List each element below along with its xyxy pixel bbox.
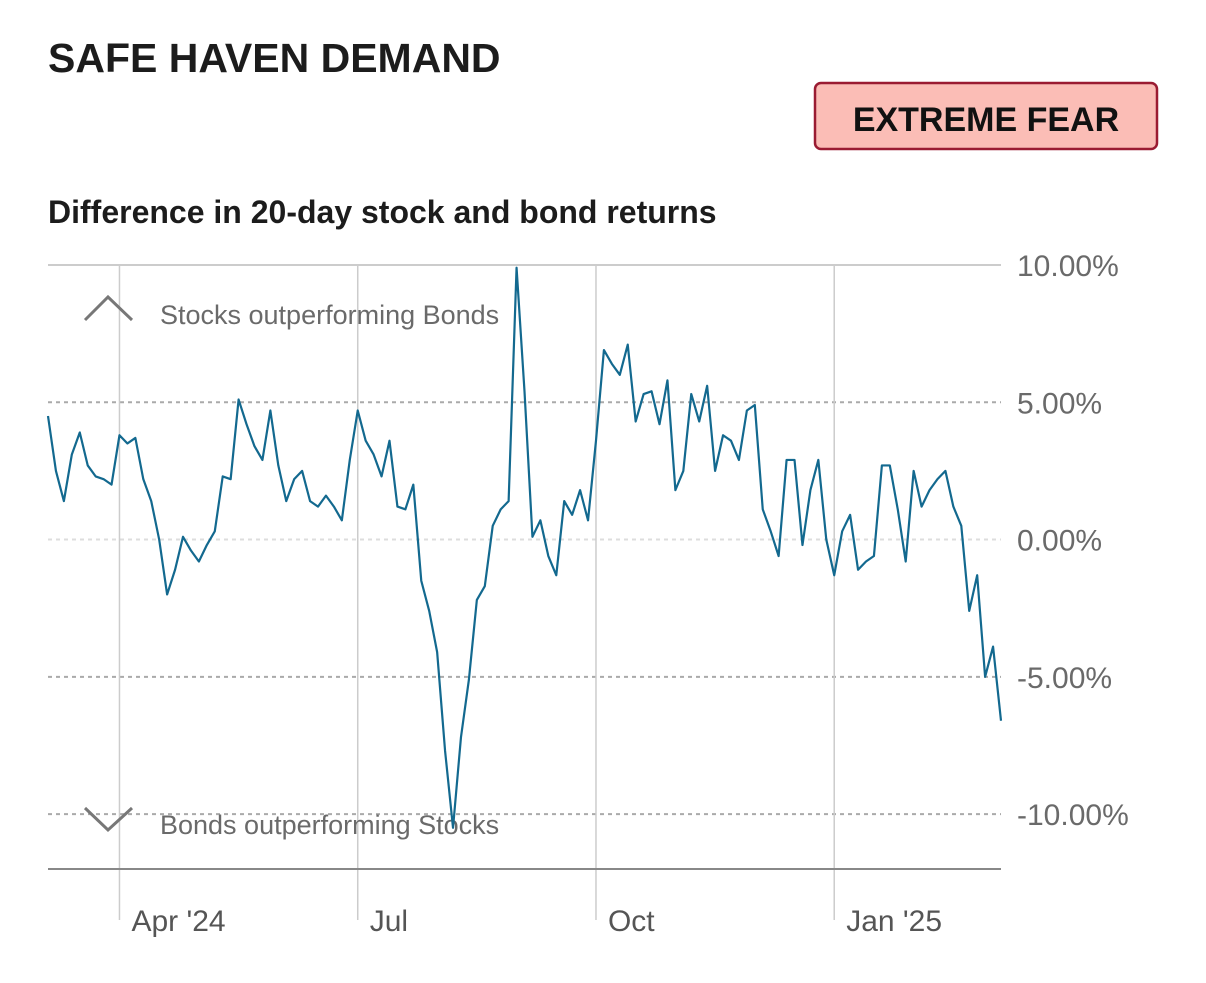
y-tick-label: -5.00% (1017, 662, 1112, 695)
line (46, 266, 1003, 829)
grid (48, 264, 1001, 920)
chevron-down (83, 806, 134, 833)
chevron-up (83, 294, 134, 322)
badge-text: EXTREME FEAR (853, 101, 1119, 139)
x-tick-label: Jul (370, 905, 408, 938)
x-tick-label: Jan '25 (846, 905, 942, 938)
chart-title: SAFE HAVEN DEMAND (48, 35, 501, 81)
y-tick-label: 10.00% (1017, 250, 1119, 283)
badge (813, 81, 1159, 151)
annotation: Stocks outperforming Bonds (160, 300, 499, 330)
chart-subtitle: Difference in 20-day stock and bond retu… (48, 194, 717, 230)
y-tick-label: 5.00% (1017, 387, 1102, 420)
y-tick-label: 0.00% (1017, 525, 1102, 558)
x-tick-label: Oct (608, 905, 655, 938)
x-tick-label: Apr '24 (131, 905, 225, 938)
y-tick-label: -10.00% (1017, 799, 1129, 832)
annotation: Bonds outperforming Stocks (160, 810, 499, 840)
